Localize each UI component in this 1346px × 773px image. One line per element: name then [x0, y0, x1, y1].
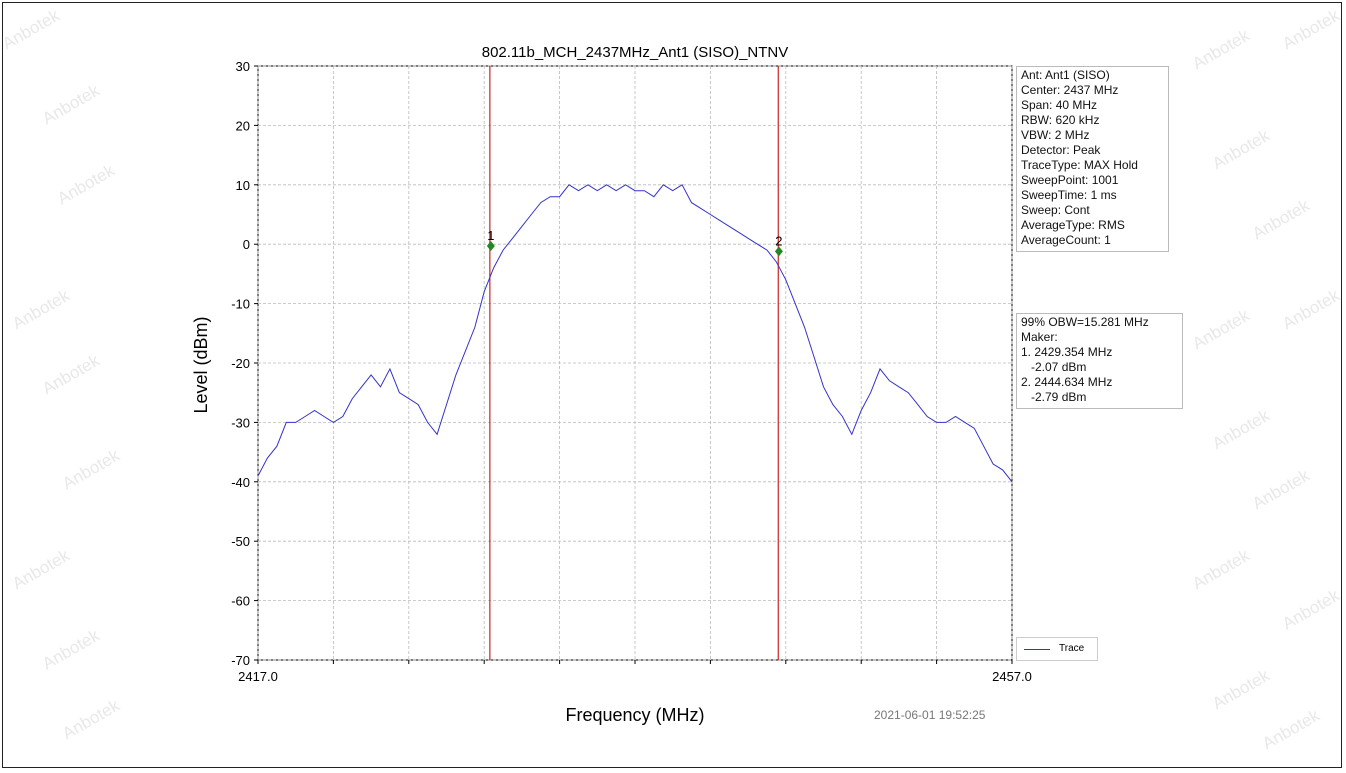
y-tick-label: 20 [236, 118, 250, 133]
y-tick-label: 10 [236, 178, 250, 193]
y-tick-label: -10 [231, 297, 250, 312]
chart-title: 802.11b_MCH_2437MHz_Ant1 (SISO)_NTNV [482, 44, 789, 61]
obw-line: 2. 2444.634 MHz [1021, 375, 1113, 389]
marker-lines [489, 66, 779, 660]
y-tick-label: -70 [231, 653, 250, 668]
y-tick-label: -20 [231, 356, 250, 371]
obw-line: 1. 2429.354 MHz [1021, 345, 1113, 359]
obw-line: -2.07 dBm [1021, 360, 1087, 374]
y-axis-title: Level (dBm) [191, 316, 211, 413]
y-tick-label: -50 [231, 534, 250, 549]
settings-info-box: Ant: Ant1 (SISO) Center: 2437 MHz Span: 40… [1016, 66, 1169, 252]
settings-line: RBW: 620 kHz [1021, 113, 1100, 127]
y-ticks: 30 20 10 0 -10 -20 -30 -40 -50 -60 -70 [231, 59, 258, 668]
y-tick-label: -60 [231, 594, 250, 609]
legend-label: Trace [1059, 643, 1085, 654]
settings-line: Ant: Ant1 (SISO) [1021, 68, 1110, 82]
x-ticks: 2417.0 2457.0 [238, 660, 1032, 684]
settings-line: AverageType: RMS [1021, 218, 1125, 232]
legend-swatch [1024, 649, 1050, 650]
x-tick-label: 2457.0 [992, 669, 1032, 684]
settings-line: Span: 40 MHz [1021, 98, 1098, 112]
legend: Trace [1016, 637, 1098, 661]
y-tick-label: 30 [236, 59, 250, 74]
trace-line [257, 184, 1013, 483]
marker-point [774, 246, 783, 257]
obw-info-box: 99% OBW=15.281 MHz Maker: 1. 2429.354 MHz … [1016, 313, 1183, 409]
obw-line: 99% OBW=15.281 MHz [1021, 315, 1149, 329]
grid-layer [257, 65, 1013, 661]
settings-line: AverageCount: 1 [1021, 233, 1111, 247]
settings-line: SweepTime: 1 ms [1021, 188, 1117, 202]
y-tick-label: -40 [231, 475, 250, 490]
x-tick-label: 2417.0 [238, 669, 278, 684]
marker-label: 2 [775, 233, 782, 248]
obw-line: -2.79 dBm [1021, 390, 1087, 404]
settings-line: Detector: Peak [1021, 143, 1101, 157]
y-tick-label: 0 [243, 237, 250, 252]
marker-label: 1 [487, 228, 494, 243]
settings-line: TraceType: MAX Hold [1021, 158, 1138, 172]
obw-line: Maker: [1021, 330, 1058, 344]
timestamp: 2021-06-01 19:52:25 [874, 708, 986, 722]
y-tick-label: -30 [231, 415, 250, 430]
settings-line: VBW: 2 MHz [1021, 128, 1090, 142]
marker-point [486, 240, 495, 251]
settings-line: Center: 2437 MHz [1021, 83, 1119, 97]
settings-line: Sweep: Cont [1021, 203, 1090, 217]
settings-line: SweepPoint: 1001 [1021, 173, 1119, 187]
x-axis-title: Frequency (MHz) [565, 705, 704, 725]
